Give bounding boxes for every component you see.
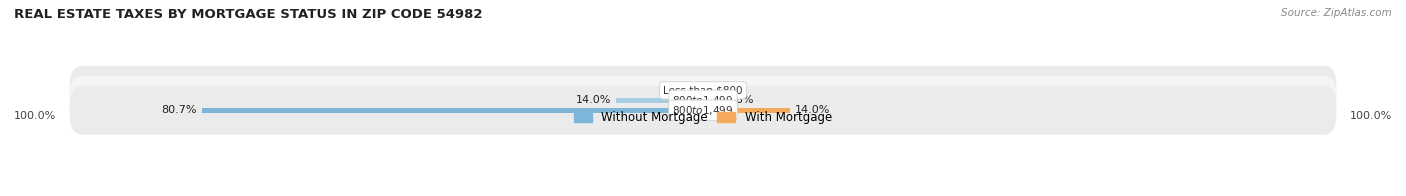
Text: 0.21%: 0.21% bbox=[709, 85, 745, 95]
Text: 14.0%: 14.0% bbox=[794, 105, 831, 115]
FancyBboxPatch shape bbox=[70, 76, 1336, 125]
Text: 100.0%: 100.0% bbox=[1350, 111, 1392, 121]
Bar bbox=[202, 108, 703, 113]
Text: 2.8%: 2.8% bbox=[725, 95, 754, 105]
Bar bbox=[616, 98, 703, 103]
FancyBboxPatch shape bbox=[70, 66, 1336, 115]
Text: Source: ZipAtlas.com: Source: ZipAtlas.com bbox=[1281, 8, 1392, 18]
Legend: Without Mortgage, With Mortgage: Without Mortgage, With Mortgage bbox=[569, 107, 837, 129]
Text: $800 to $1,499: $800 to $1,499 bbox=[672, 104, 734, 117]
Text: 80.7%: 80.7% bbox=[162, 105, 197, 115]
Text: 14.0%: 14.0% bbox=[575, 95, 612, 105]
FancyBboxPatch shape bbox=[70, 86, 1336, 135]
Bar bbox=[703, 108, 790, 113]
Bar bbox=[693, 88, 703, 93]
Text: Less than $800: Less than $800 bbox=[664, 85, 742, 95]
Text: REAL ESTATE TAXES BY MORTGAGE STATUS IN ZIP CODE 54982: REAL ESTATE TAXES BY MORTGAGE STATUS IN … bbox=[14, 8, 482, 21]
Bar bbox=[703, 98, 720, 103]
Text: 100.0%: 100.0% bbox=[14, 111, 56, 121]
Text: 1.6%: 1.6% bbox=[659, 85, 688, 95]
Text: $800 to $1,499: $800 to $1,499 bbox=[672, 94, 734, 107]
